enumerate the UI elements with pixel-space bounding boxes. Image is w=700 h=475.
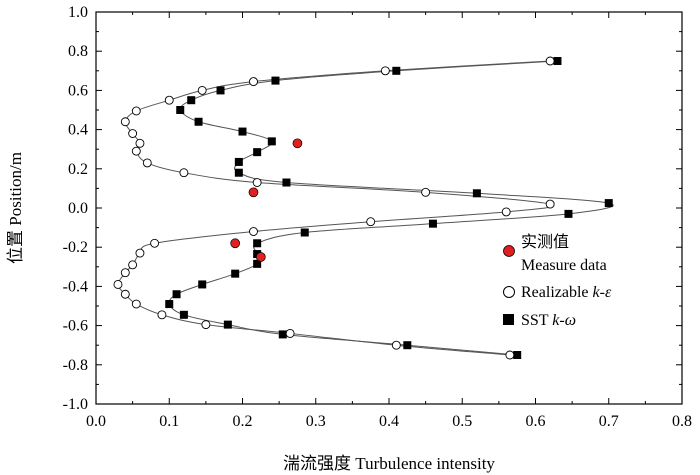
y-tick-label: 1.0 [68, 4, 88, 21]
sst-point [234, 168, 243, 177]
sst-point [553, 57, 562, 65]
realizable-point [131, 106, 141, 116]
series-lines [117, 60, 614, 356]
measure-point [292, 138, 303, 149]
sst-point [300, 228, 309, 237]
realizable-point [179, 168, 189, 178]
legend-marker-measure [503, 245, 515, 257]
sst-point [564, 209, 573, 218]
realizable-point [380, 66, 390, 76]
realizable-point [142, 158, 152, 168]
sst-point [271, 76, 280, 85]
y-tick-label: 0.2 [68, 161, 88, 178]
sst-point [403, 341, 412, 350]
realizable-point [285, 328, 295, 338]
realizable-point [421, 187, 431, 197]
y-tick-label: -0.4 [63, 278, 88, 295]
realizable-point [164, 95, 174, 105]
legend-label-sst: SST k-ω [521, 312, 576, 329]
y-axis-label: 位置 Position/m [6, 152, 25, 264]
realizable-point [545, 56, 555, 66]
realizable-point [501, 207, 511, 217]
sst-point [604, 199, 613, 208]
legend-marker-realizable [503, 286, 515, 298]
x-tick-label: 0.6 [526, 413, 546, 430]
realizable-point [120, 289, 130, 299]
sst-point [513, 351, 522, 359]
realizable-point [391, 340, 401, 350]
sst-point [172, 290, 181, 299]
realizable-point [249, 77, 258, 87]
x-tick-label: 0.0 [86, 413, 106, 430]
sst-point [231, 269, 240, 278]
legend-label-realizable: Realizable k-ε [521, 284, 612, 301]
y-tick-label: 0.8 [68, 43, 88, 60]
realizable-point [252, 178, 262, 187]
y-tick-label: 0.6 [68, 82, 88, 99]
sst-point [472, 189, 481, 198]
realizable-point [128, 129, 138, 138]
y-tick-label: -1.0 [63, 396, 88, 413]
realizable-point [135, 138, 145, 148]
sst-point [392, 66, 401, 75]
realizable-point [120, 117, 130, 127]
sst-point [179, 310, 188, 319]
sst-point [278, 330, 287, 339]
sst-point [253, 239, 262, 248]
legend-marker-sst [503, 314, 514, 325]
sst-point [187, 96, 196, 105]
sst-point [165, 300, 174, 309]
sst-point [253, 148, 262, 157]
x-tick-labels: 0.0 0.1 0.2 0.3 0.4 0.5 0.6 0.7 0.8 [86, 413, 692, 430]
x-tick-label: 0.4 [379, 413, 399, 430]
x-tick-label: 0.3 [306, 413, 326, 430]
y-tick-labels: 1.0 0.8 0.6 0.4 0.2 0.0 -0.2 -0.4 -0.6 -0.8 -1.0 [63, 4, 88, 413]
x-tick-label: 0.8 [672, 413, 692, 430]
sst-point [194, 117, 203, 126]
realizable-point [366, 217, 376, 227]
realizable-point [120, 268, 130, 278]
realizable-point [150, 238, 160, 248]
measure-point [255, 252, 266, 262]
y-tick-label: -0.2 [63, 239, 88, 256]
realizable-point [249, 227, 258, 236]
x-tick-label: 0.2 [233, 413, 253, 430]
x-tick-label: 0.7 [599, 413, 619, 430]
realizable-point [131, 146, 141, 156]
y-tick-label: -0.6 [63, 318, 88, 335]
sst-point [234, 157, 243, 166]
x-tick-label: 0.1 [159, 413, 179, 430]
measure-point [230, 238, 241, 249]
realizable-point [157, 310, 167, 320]
sst-point [176, 106, 185, 114]
y-tick-label: 0.4 [68, 122, 88, 139]
realizable-point [128, 260, 138, 270]
axis-ticks [95, 11, 683, 405]
sst-point [216, 86, 225, 95]
sst-point [253, 259, 262, 268]
legend: 实测值 Measure data Realizable k-ε SST k-ω [503, 233, 612, 329]
sst-point [223, 320, 232, 329]
sst-point [198, 280, 207, 289]
realizable-point [131, 299, 141, 309]
sst-point [282, 178, 291, 187]
sst-point [428, 219, 437, 228]
y-tick-label: 0.0 [68, 200, 88, 217]
sst-point [267, 137, 276, 146]
realizable-point [113, 279, 123, 289]
x-axis-label: 湍流强度 Turbulence intensity [283, 454, 495, 473]
series-points [113, 56, 613, 360]
realizable-point [135, 248, 145, 258]
realizable-point [197, 85, 207, 95]
realizable-point [545, 199, 555, 209]
x-tick-label: 0.5 [452, 413, 472, 430]
y-tick-label: -0.8 [63, 357, 88, 374]
legend-label-measure-cn: 实测值 [521, 233, 569, 251]
sst-point [238, 127, 247, 136]
realizable-point [505, 350, 515, 360]
realizable-point [201, 320, 211, 330]
legend-label-measure-en: Measure data [521, 257, 607, 274]
measure-point [248, 187, 259, 198]
